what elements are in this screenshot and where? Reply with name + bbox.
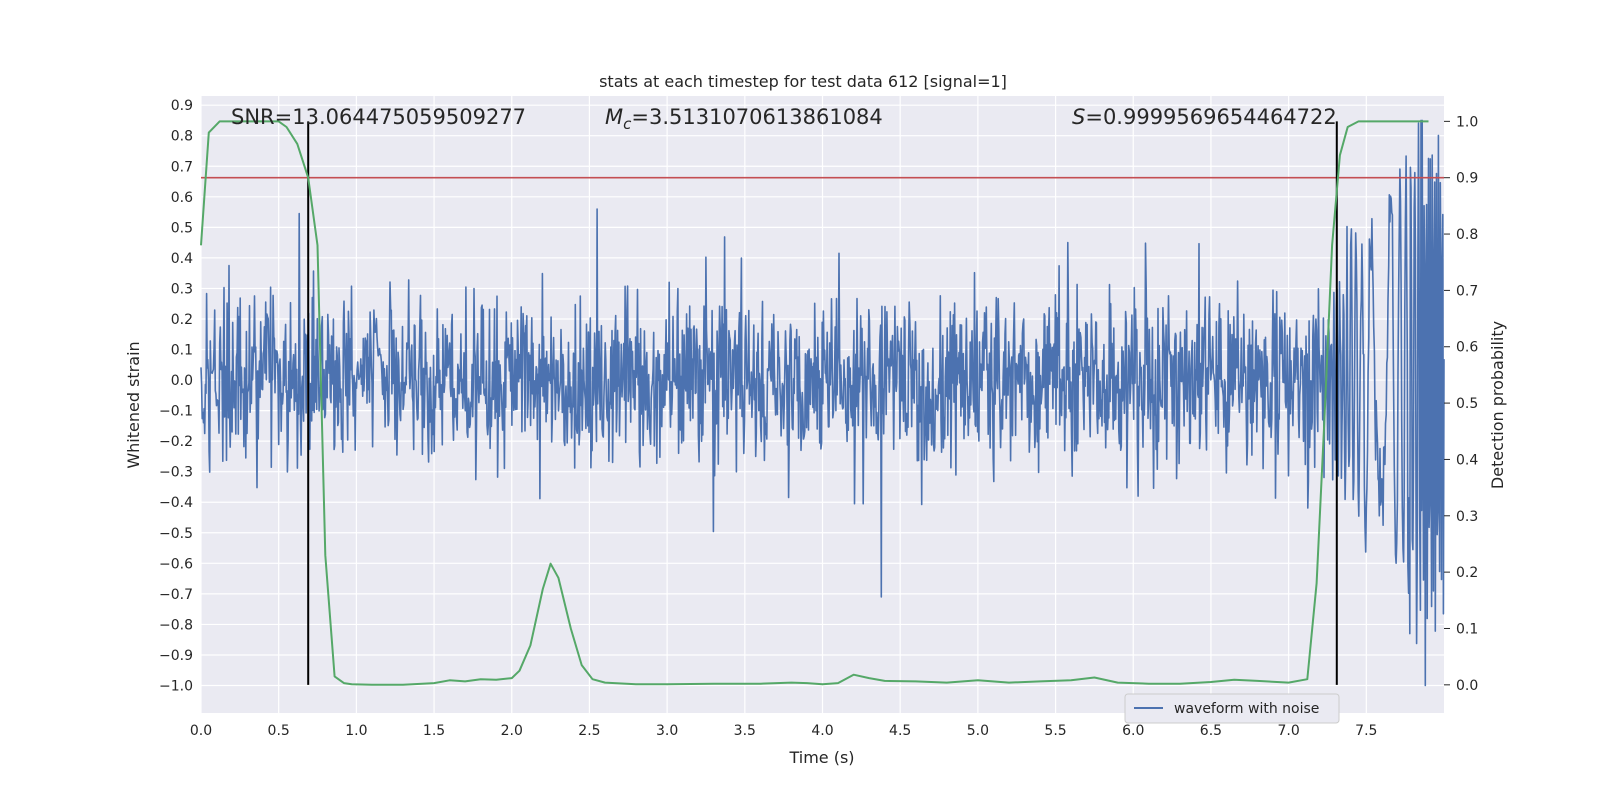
left-y-tick-label: 0.3 <box>171 281 193 297</box>
x-tick-label: 6.0 <box>1122 723 1144 739</box>
chirp-mass-subscript: c <box>623 115 632 133</box>
right-y-tick-label: 1.0 <box>1456 114 1478 130</box>
x-axis-label: Time (s) <box>788 748 854 767</box>
right-y-axis-label: Detection probability <box>1488 321 1507 489</box>
x-tick-label: 5.0 <box>967 723 989 739</box>
left-y-tick-label: −0.1 <box>159 404 193 420</box>
right-y-tick-label: 0.5 <box>1456 396 1478 412</box>
x-tick-label: 2.5 <box>578 723 600 739</box>
x-tick-label: 6.5 <box>1200 723 1222 739</box>
probability-overlay <box>200 120 1444 686</box>
x-tick-label: 3.0 <box>656 723 678 739</box>
left-y-tick-label: 0.7 <box>171 159 193 175</box>
chirp-mass-annotation: Mc=3.5131070613861084 <box>605 105 883 133</box>
left-y-tick-label: 0.9 <box>171 98 193 114</box>
legend-label: waveform with noise <box>1174 701 1319 717</box>
x-tick-label: 0.0 <box>190 723 212 739</box>
x-tick-label: 1.0 <box>345 723 367 739</box>
right-y-tick-label: 0.2 <box>1456 565 1478 581</box>
snr-annotation: SNR=13.064475059509277 <box>231 105 526 129</box>
x-tick-label: 2.0 <box>501 723 523 739</box>
left-y-tick-label: −0.9 <box>159 648 193 664</box>
chirp-mass-value: =3.5131070613861084 <box>631 105 882 129</box>
x-tick-label: 4.5 <box>889 723 911 739</box>
x-tick-label: 0.5 <box>268 723 290 739</box>
right-y-tick-label: 0.8 <box>1456 227 1478 243</box>
left-y-tick-label: 0.1 <box>171 343 193 359</box>
right-y-tick-label: 0.3 <box>1456 509 1478 525</box>
left-y-tick-label: 0.0 <box>171 373 193 389</box>
right-y-tick-label: 0.0 <box>1456 678 1478 694</box>
left-y-axis-label: Whitened strain <box>124 341 143 468</box>
right-y-tick-label: 0.6 <box>1456 340 1478 356</box>
left-y-tick-label: 0.5 <box>171 220 193 236</box>
left-y-tick-label: 0.6 <box>171 190 193 206</box>
waveform-series <box>200 119 1445 687</box>
x-tick-label: 5.5 <box>1044 723 1066 739</box>
left-y-tick-label: 0.2 <box>171 312 193 328</box>
right-y-tick-label: 0.7 <box>1456 283 1478 299</box>
legend-box <box>1124 693 1340 724</box>
x-tick-label: 1.5 <box>423 723 445 739</box>
legend: waveform with noise <box>1124 693 1340 724</box>
x-tick-label: 7.0 <box>1277 723 1299 739</box>
waveform-line <box>200 119 1445 687</box>
left-y-tick-label: −1.0 <box>159 679 193 695</box>
left-y-tick-label: −0.6 <box>159 556 193 572</box>
score-symbol: S <box>1072 105 1085 129</box>
right-y-tick-label: 0.4 <box>1456 452 1478 468</box>
x-axis: 0.0 0.5 1.0 1.5 2.0 2.5 3.0 3.5 4.0 4.5 5.0 5.5 6.0 6… <box>190 723 1378 739</box>
left-y-tick-label: 0.4 <box>171 251 193 267</box>
left-y-tick-label: −0.7 <box>159 587 193 603</box>
left-y-tick-label: −0.3 <box>159 465 193 481</box>
chart-title: stats at each timestep for test data 612… <box>599 72 1007 91</box>
left-y-tick-label: 0.8 <box>171 129 193 145</box>
right-y-axis: 0.0 0.1 0.2 0.3 0.4 0.5 0.6 0.7 0.8 0.9 1.0 <box>1444 114 1478 694</box>
left-y-tick-label: −0.5 <box>159 526 193 542</box>
x-tick-label: 3.5 <box>734 723 756 739</box>
right-y-tick-label: 0.1 <box>1456 621 1478 637</box>
x-tick-label: 4.0 <box>811 723 833 739</box>
probability-line <box>200 120 1429 686</box>
left-y-tick-label: −0.8 <box>159 617 193 633</box>
chirp-mass-symbol: M <box>605 105 623 129</box>
left-y-axis: −1.0 −0.9 −0.8 −0.7 −0.6 −0.5 −0.4 −0.3 −0.2 −0.1… <box>159 98 193 694</box>
x-tick-label: 7.5 <box>1355 723 1377 739</box>
score-annotation: S=0.9999569654464722 <box>1072 105 1337 129</box>
left-y-tick-label: −0.2 <box>159 434 193 450</box>
right-y-tick-label: 0.9 <box>1456 171 1478 187</box>
score-value: =0.9999569654464722 <box>1085 105 1336 129</box>
left-y-tick-label: −0.4 <box>159 495 193 511</box>
